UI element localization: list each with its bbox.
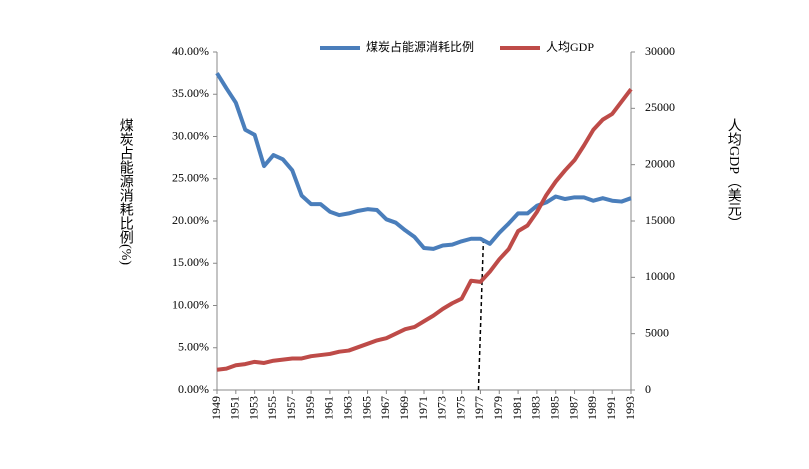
y-tick-label: 40.00% [172, 44, 209, 58]
x-tick-label: 1985 [547, 396, 561, 420]
series-line [216, 87, 633, 372]
x-tick-label: 1979 [491, 396, 505, 420]
x-tick-label: 1989 [585, 396, 599, 420]
x-tick-label: 1953 [246, 396, 260, 420]
x-tick-label: 1949 [209, 396, 223, 420]
y-tick-label: 0.00% [178, 382, 209, 396]
x-tick-label: 1981 [510, 396, 524, 420]
y2-tick-label: 15000 [645, 213, 675, 227]
y-tick-label: 10.00% [172, 297, 209, 311]
y2-tick-label: 10000 [645, 269, 675, 283]
x-tick-label: 1987 [566, 396, 580, 420]
y2-tick-label: 5000 [645, 325, 669, 339]
y2-tick-label: 0 [645, 382, 651, 396]
x-tick-label: 1961 [322, 396, 336, 420]
x-tick-label: 1977 [472, 396, 486, 420]
x-tick-label: 1969 [397, 396, 411, 420]
y-tick-label: 5.00% [178, 340, 209, 354]
x-tick-label: 1973 [435, 396, 449, 420]
y2-tick-label: 30000 [645, 44, 675, 58]
x-tick-label: 1975 [453, 396, 467, 420]
legend-label: 煤炭占能源消耗比例 [366, 39, 474, 54]
x-tick-label: 1955 [265, 396, 279, 420]
x-tick-label: 1967 [378, 396, 392, 420]
x-tick-label: 1959 [303, 396, 317, 420]
y-tick-label: 15.00% [172, 255, 209, 269]
x-tick-label: 1965 [359, 396, 373, 420]
y-tick-label: 30.00% [172, 128, 209, 142]
y2-tick-label: 20000 [645, 156, 675, 170]
x-tick-label: 1963 [340, 396, 354, 420]
x-tick-label: 1983 [529, 396, 543, 420]
y-tick-label: 35.00% [172, 86, 209, 100]
y2-tick-label: 25000 [645, 100, 675, 114]
x-tick-label: 1971 [416, 396, 430, 420]
legend-label: 人均GDP [546, 40, 594, 54]
x-tick-label: 1993 [623, 396, 637, 420]
x-tick-label: 1951 [228, 396, 242, 420]
x-tick-label: 1991 [604, 396, 618, 420]
annotation-line [477, 238, 485, 391]
y-axis-title: 煤炭占能源消耗比例(%) [118, 118, 134, 265]
y2-axis-title: 人均GDP（美元） [726, 118, 742, 230]
y-tick-label: 20.00% [172, 213, 209, 227]
x-tick-label: 1957 [284, 396, 298, 420]
series-line [215, 72, 632, 251]
y-tick-label: 25.00% [172, 171, 209, 185]
